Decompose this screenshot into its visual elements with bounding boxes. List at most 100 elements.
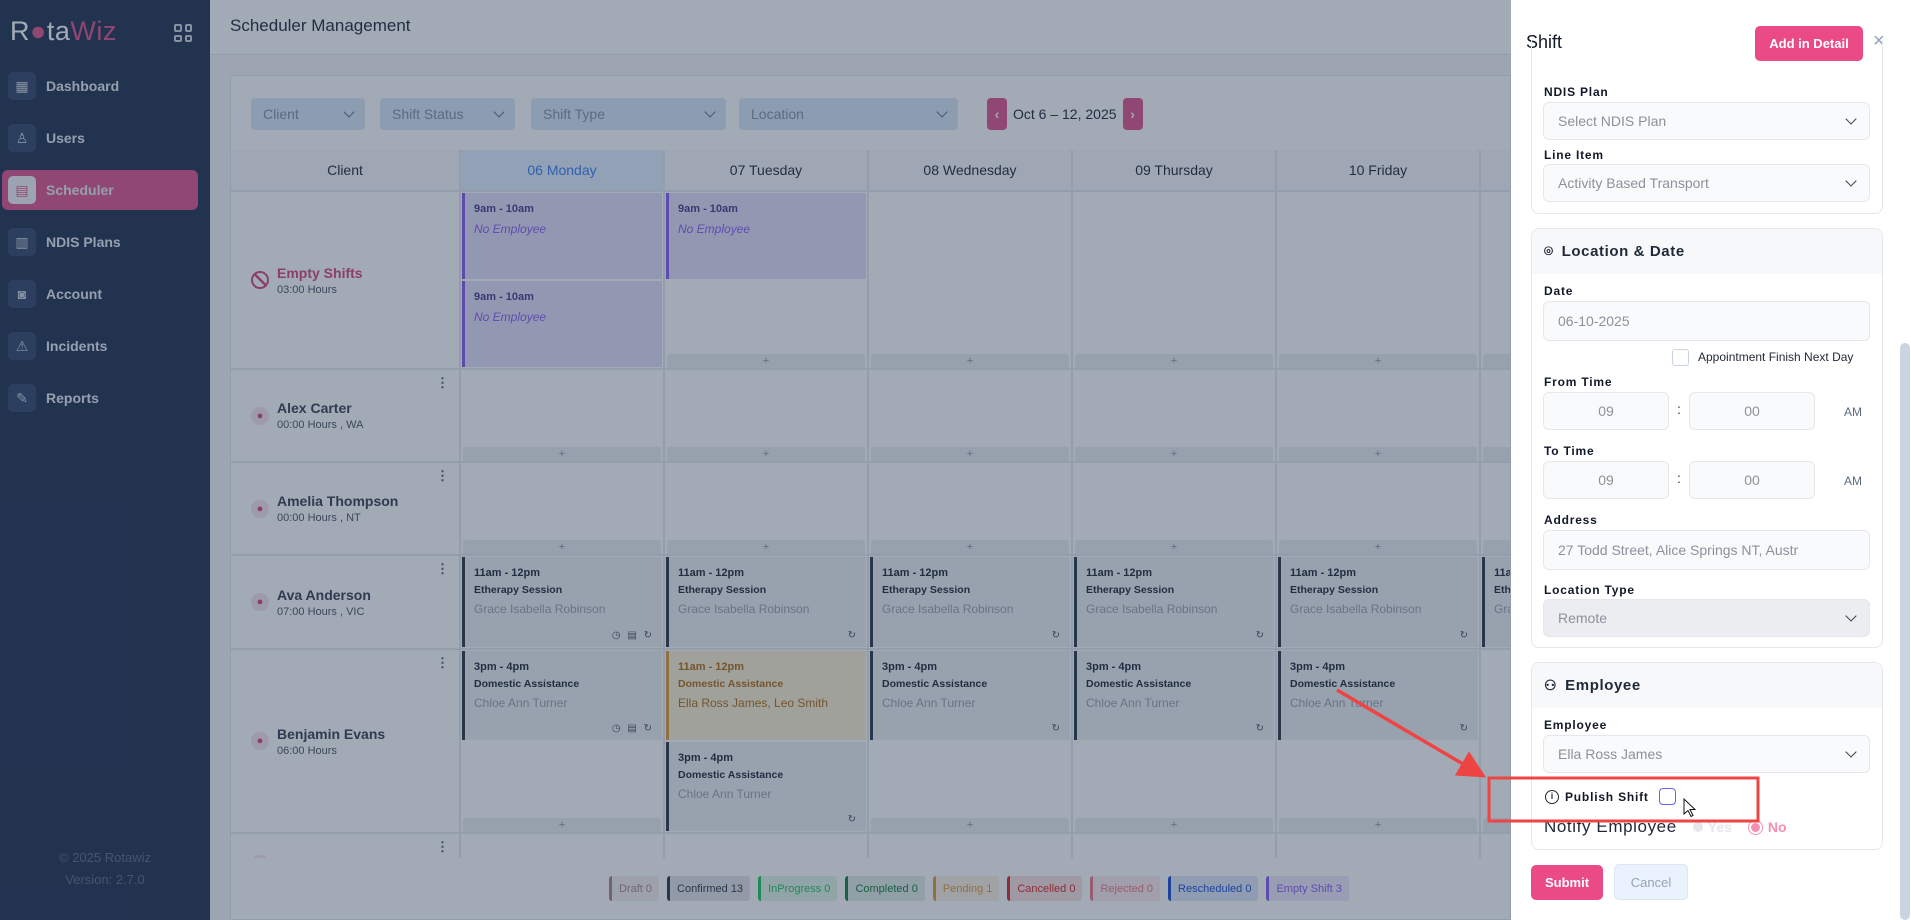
add-shift-button[interactable]: + xyxy=(1075,818,1273,832)
kebab-menu-icon[interactable]: ⋮ xyxy=(436,561,449,576)
client-filter[interactable]: Client xyxy=(251,98,365,130)
day-cell[interactable]: + xyxy=(460,462,664,555)
day-column-header[interactable]: 08 Wednesday xyxy=(868,150,1072,191)
client-name[interactable]: Empty Shifts xyxy=(277,264,363,281)
day-cell[interactable]: 11am - 12pm Domestic Assistance Ella Ross … xyxy=(664,649,868,833)
legend-draft[interactable]: Draft 0 xyxy=(609,876,660,901)
add-shift-button[interactable]: + xyxy=(1279,354,1477,368)
day-column-header[interactable] xyxy=(1480,150,1510,191)
shift-card[interactable]: 3pm - 4pm Domestic Assistance Chloe Ann Tu… xyxy=(462,651,662,740)
add-shift-button[interactable]: + xyxy=(463,447,661,461)
shift-card[interactable]: 11am - 12pm Etherapy Session Grace Isabell… xyxy=(1482,557,1510,647)
day-column-header[interactable]: 10 Friday xyxy=(1276,150,1480,191)
next-week-button[interactable]: › xyxy=(1122,98,1143,130)
day-cell[interactable]: + xyxy=(664,369,868,462)
legend-completed[interactable]: Completed 0 xyxy=(845,876,925,901)
shift-card[interactable]: 11am - 12pm Domestic Assistance Ella Ross … xyxy=(666,651,866,740)
sidebar-item-users[interactable]: ♙ Users xyxy=(2,118,198,158)
day-cell[interactable]: + xyxy=(664,833,868,858)
sidebar-item-incidents[interactable]: ⚠ Incidents xyxy=(2,326,198,366)
shift-status-icons[interactable]: ↻ xyxy=(1255,723,1266,734)
day-cell[interactable]: + xyxy=(868,833,1072,858)
sidebar-item-reports[interactable]: ✎ Reports xyxy=(2,378,198,418)
day-cell[interactable]: 11am - 12pm Etherapy Session Grace Isabell… xyxy=(1480,555,1510,649)
add-shift-button[interactable]: + xyxy=(667,447,865,461)
shift-card[interactable]: 11am - 12pm Etherapy Session Grace Isabell… xyxy=(870,557,1070,647)
from-ampm-toggle[interactable]: AM xyxy=(1844,405,1862,419)
add-shift-button[interactable]: + xyxy=(1279,818,1477,832)
submit-button[interactable]: Submit xyxy=(1531,865,1603,900)
shift-status-icons[interactable]: ↻ xyxy=(847,814,858,825)
day-cell[interactable]: 11am - 12pm Etherapy Session Grace Isabell… xyxy=(664,555,868,649)
ndis-plan-select[interactable]: Select NDIS Plan xyxy=(1543,102,1870,140)
legend-rejected[interactable]: Rejected 0 xyxy=(1090,876,1161,901)
location-type-select[interactable]: Remote xyxy=(1543,599,1870,637)
location-filter[interactable]: Location xyxy=(739,98,958,130)
client-name[interactable]: Amelia Thompson xyxy=(277,493,399,509)
rotawiz-logo[interactable]: R●taWiz xyxy=(10,16,117,46)
day-cell[interactable]: + xyxy=(1072,462,1276,555)
day-cell[interactable]: + xyxy=(1072,833,1276,858)
day-cell[interactable]: + xyxy=(1480,191,1510,369)
day-cell[interactable]: 11am - 12pm Etherapy Session Grace Isabell… xyxy=(460,555,664,649)
shift-card[interactable]: 11am - 12pm Etherapy Session Grace Isabell… xyxy=(1278,557,1478,647)
shift-status-icons[interactable]: ◷ ▤ ↻ xyxy=(611,630,654,641)
kebab-menu-icon[interactable]: ⋮ xyxy=(436,468,449,483)
shift-card[interactable]: 9am - 10am No Employee xyxy=(666,193,866,279)
legend-cancelled[interactable]: Cancelled 0 xyxy=(1007,876,1083,901)
add-shift-button[interactable]: + xyxy=(463,540,661,554)
day-cell[interactable]: 11am - 12pm Etherapy Session Grace Isabell… xyxy=(1276,555,1480,649)
address-input[interactable]: 27 Todd Street, Alice Springs NT, Austr xyxy=(1543,530,1870,570)
day-cell[interactable]: + xyxy=(1072,191,1276,369)
day-cell[interactable]: 9am - 10am No Employee + xyxy=(664,191,868,369)
day-cell[interactable]: 9am - 10am No Employee 9am - 10am No Employ… xyxy=(460,191,664,369)
day-cell[interactable]: + xyxy=(1276,369,1480,462)
notify-no-radio[interactable]: No xyxy=(1747,819,1787,835)
shift-card[interactable]: 11am - 12pm Etherapy Session Grace Isabell… xyxy=(666,557,866,647)
day-cell[interactable]: + xyxy=(1276,462,1480,555)
day-cell[interactable]: + xyxy=(1480,369,1510,462)
sidebar-item-ndis-plans[interactable]: ▥ NDIS Plans xyxy=(2,222,198,262)
shift-status-icons[interactable]: ↻ xyxy=(1051,630,1062,641)
legend-confirmed[interactable]: Confirmed 13 xyxy=(667,876,751,901)
day-cell[interactable]: + xyxy=(460,833,664,858)
shift-card[interactable]: 9am - 10am No Employee xyxy=(462,281,662,367)
shift-card[interactable]: 11am - 12pm Etherapy Session Grace Isabell… xyxy=(1074,557,1274,647)
day-column-header[interactable]: 06 Monday xyxy=(460,150,664,191)
day-cell[interactable]: + xyxy=(868,462,1072,555)
add-shift-button[interactable]: + xyxy=(667,354,865,368)
add-shift-button[interactable]: + xyxy=(1279,447,1477,461)
notify-yes-radio[interactable]: Yes xyxy=(1692,819,1732,835)
day-cell[interactable]: 3pm - 4pm Domestic Assistance Chloe Ann Tu… xyxy=(460,649,664,833)
shift-status-icons[interactable]: ◷ ▤ ↻ xyxy=(611,723,654,734)
day-cell[interactable]: + xyxy=(1480,462,1510,555)
day-cell[interactable]: 3pm - 4pm Domestic Assistance Chloe Ann Tu… xyxy=(868,649,1072,833)
add-shift-button[interactable]: + xyxy=(871,540,1069,554)
shift-card[interactable]: 11am - 12pm Etherapy Session Grace Isabell… xyxy=(462,557,662,647)
legend-empty[interactable]: Empty Shift 3 xyxy=(1266,876,1349,901)
client-name[interactable]: Alex Carter xyxy=(277,400,352,416)
day-cell[interactable]: 11am - 12pm Etherapy Session Grace Isabell… xyxy=(868,555,1072,649)
info-icon[interactable]: i xyxy=(1545,789,1559,804)
finish-next-day-checkbox[interactable] xyxy=(1672,349,1689,366)
add-in-detail-button[interactable]: Add in Detail xyxy=(1755,26,1863,61)
prev-week-button[interactable]: ‹ xyxy=(987,98,1007,130)
day-cell[interactable]: + xyxy=(1072,369,1276,462)
publish-shift-checkbox[interactable] xyxy=(1658,788,1676,805)
legend-rescheduled[interactable]: Rescheduled 0 xyxy=(1168,876,1259,901)
add-shift-button[interactable]: + xyxy=(667,540,865,554)
shift-type-filter[interactable]: Shift Type xyxy=(531,98,726,130)
to-minute-input[interactable]: 00 xyxy=(1689,461,1815,499)
sidebar-item-account[interactable]: ◙ Account xyxy=(2,274,198,314)
shift-status-icons[interactable]: ↻ xyxy=(1051,723,1062,734)
from-minute-input[interactable]: 00 xyxy=(1689,392,1815,430)
legend-inprogress[interactable]: InProgress 0 xyxy=(758,876,838,901)
to-ampm-toggle[interactable]: AM xyxy=(1844,474,1862,488)
day-column-header[interactable]: 09 Thursday xyxy=(1072,150,1276,191)
kebab-menu-icon[interactable]: ⋮ xyxy=(436,655,449,670)
day-cell[interactable]: + xyxy=(868,191,1072,369)
day-cell[interactable]: + xyxy=(460,369,664,462)
apps-grid-icon[interactable] xyxy=(174,24,192,42)
sidebar-item-dashboard[interactable]: ▦ Dashboard xyxy=(2,66,198,106)
shift-card[interactable]: 3pm - 4pm Domestic Assistance Chloe Ann Tu… xyxy=(870,651,1070,740)
